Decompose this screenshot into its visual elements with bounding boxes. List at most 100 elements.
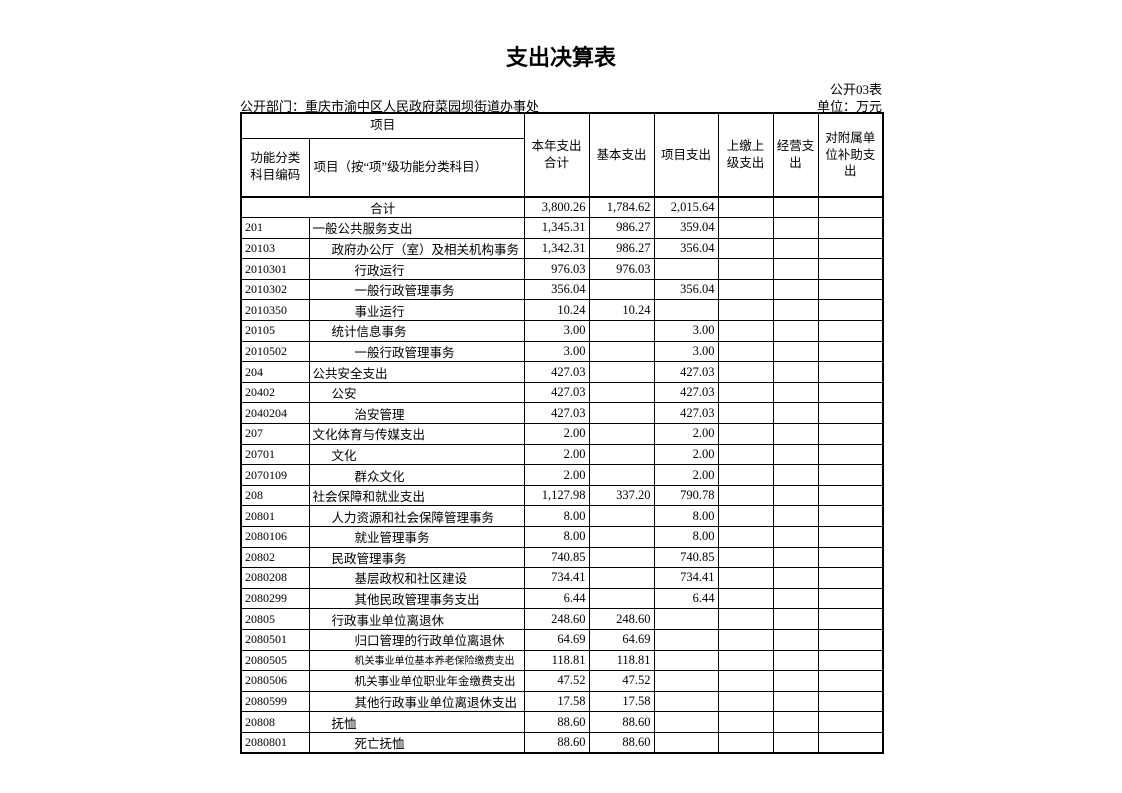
amount-cell xyxy=(817,217,884,239)
item-name: 一般公共服务支出 xyxy=(312,222,413,237)
item-name: 其他行政事业单位离退休支出 xyxy=(354,696,518,711)
code-cell: 2080599 xyxy=(240,690,310,713)
name-cell: 一般行政管理事务 xyxy=(308,340,525,363)
amount-cell xyxy=(772,546,819,569)
code-cell: 2040204 xyxy=(240,402,310,425)
code-cell: 201 xyxy=(240,217,310,239)
amount-cell xyxy=(653,731,719,754)
amount-cell xyxy=(717,649,774,672)
amount-cell xyxy=(717,402,774,425)
amount-cell xyxy=(772,628,819,651)
item-name: 基层政权和社区建设 xyxy=(354,572,468,587)
amount-cell xyxy=(588,402,655,425)
item-name: 政府办公厅（室）及相关机构事务 xyxy=(331,242,520,257)
name-cell: 行政事业单位离退休 xyxy=(308,608,525,630)
amount-cell: 64.69 xyxy=(523,628,590,651)
amount-cell xyxy=(817,361,884,383)
name-cell: 机关事业单位基本养老保险缴费支出 xyxy=(308,649,525,672)
amount-cell xyxy=(772,690,819,713)
amount-cell xyxy=(772,731,819,754)
code-cell: 207 xyxy=(240,423,310,445)
item-name: 归口管理的行政单位离退休 xyxy=(354,634,505,649)
amount-cell xyxy=(817,423,884,445)
amount-cell: 17.58 xyxy=(523,690,590,713)
amount-cell: 118.81 xyxy=(588,649,655,672)
amount-cell: 10.24 xyxy=(588,299,655,322)
amount-cell xyxy=(717,546,774,569)
amount-cell xyxy=(717,587,774,610)
name-cell: 公共安全支出 xyxy=(308,361,525,383)
amount-cell xyxy=(588,278,655,301)
amount-cell xyxy=(588,587,655,610)
amount-cell: 2.00 xyxy=(653,443,719,466)
item-name: 机关事业单位基本养老保险缴费支出 xyxy=(354,656,515,668)
item-name: 其他民政管理事务支出 xyxy=(354,593,480,608)
table-row: 2010350 事业运行 10.24 10.24 xyxy=(240,299,884,322)
table-row: 2010301 行政运行 976.03 976.03 xyxy=(240,258,884,280)
code-cell: 2010502 xyxy=(240,340,310,363)
page-title: 支出决算表 xyxy=(505,45,616,70)
amount-cell: 17.58 xyxy=(588,690,655,713)
amount-cell xyxy=(588,546,655,569)
amount-cell xyxy=(772,258,819,280)
item-name: 公共安全支出 xyxy=(312,366,388,381)
code-cell: 20701 xyxy=(240,443,310,466)
table-row: 2080506 机关事业单位职业年金缴费支出 47.52 47.52 xyxy=(240,670,884,692)
amount-cell xyxy=(717,505,774,527)
amount-cell xyxy=(817,711,884,733)
table-row: 2040204 治安管理 427.03 427.03 xyxy=(240,402,884,425)
col-header-year-total: 本年支出合计 xyxy=(523,112,590,198)
code-cell: 2080299 xyxy=(240,587,310,610)
amount-cell xyxy=(653,690,719,713)
code-cell: 2080505 xyxy=(240,649,310,672)
amount-cell xyxy=(817,526,884,548)
amount-cell: 2.00 xyxy=(653,464,719,486)
amount-cell xyxy=(588,423,655,445)
table-row: 20801 人力资源和社会保障管理事务 8.00 8.00 xyxy=(240,505,884,527)
amount-cell: 427.03 xyxy=(523,402,590,425)
code-cell: 20802 xyxy=(240,546,310,569)
name-cell: 民政管理事务 xyxy=(308,546,525,569)
name-cell: 一般行政管理事务 xyxy=(308,278,525,301)
amount-cell: 356.04 xyxy=(653,278,719,301)
amount-cell: 1,342.31 xyxy=(523,237,590,260)
item-name: 一般行政管理事务 xyxy=(354,345,455,360)
amount-cell: 248.60 xyxy=(588,608,655,630)
amount-cell xyxy=(817,546,884,569)
name-cell: 其他行政事业单位离退休支出 xyxy=(308,690,525,713)
name-cell: 人力资源和社会保障管理事务 xyxy=(308,505,525,527)
amount-cell xyxy=(772,443,819,466)
amount-cell xyxy=(717,340,774,363)
code-cell: 2070109 xyxy=(240,464,310,486)
code-cell: 20103 xyxy=(240,237,310,260)
table-row: 20701 文化 2.00 2.00 xyxy=(240,443,884,466)
amount-cell xyxy=(717,731,774,754)
amount-cell: 427.03 xyxy=(653,361,719,383)
name-cell: 事业运行 xyxy=(308,299,525,322)
amount-cell xyxy=(653,670,719,692)
amount-cell xyxy=(817,670,884,692)
col-header-paid-upper-label: 上缴上级支出 xyxy=(726,139,765,170)
amount-cell xyxy=(717,278,774,301)
amount-cell xyxy=(717,320,774,342)
amount-cell xyxy=(588,505,655,527)
amount-cell: 2.00 xyxy=(523,464,590,486)
name-cell: 公安 xyxy=(308,381,525,404)
table-row: 20805 行政事业单位离退休 248.60 248.60 xyxy=(240,608,884,630)
table-row: 2080801 死亡抚恤 88.60 88.60 xyxy=(240,731,884,754)
col-header-project-group: 项目 xyxy=(240,112,525,139)
amount-cell xyxy=(588,340,655,363)
amount-cell xyxy=(717,361,774,383)
amount-cell xyxy=(717,217,774,239)
amount-cell: 88.60 xyxy=(523,731,590,754)
table-row: 2080599 其他行政事业单位离退休支出 17.58 17.58 xyxy=(240,690,884,713)
amount-cell: 3.00 xyxy=(653,320,719,342)
name-cell: 政府办公厅（室）及相关机构事务 xyxy=(308,237,525,260)
amount-cell xyxy=(817,443,884,466)
amount-cell: 64.69 xyxy=(588,628,655,651)
amount-cell xyxy=(717,299,774,322)
amount-cell xyxy=(772,608,819,630)
amount-cell: 734.41 xyxy=(523,567,590,589)
amount-cell: 986.27 xyxy=(588,217,655,239)
